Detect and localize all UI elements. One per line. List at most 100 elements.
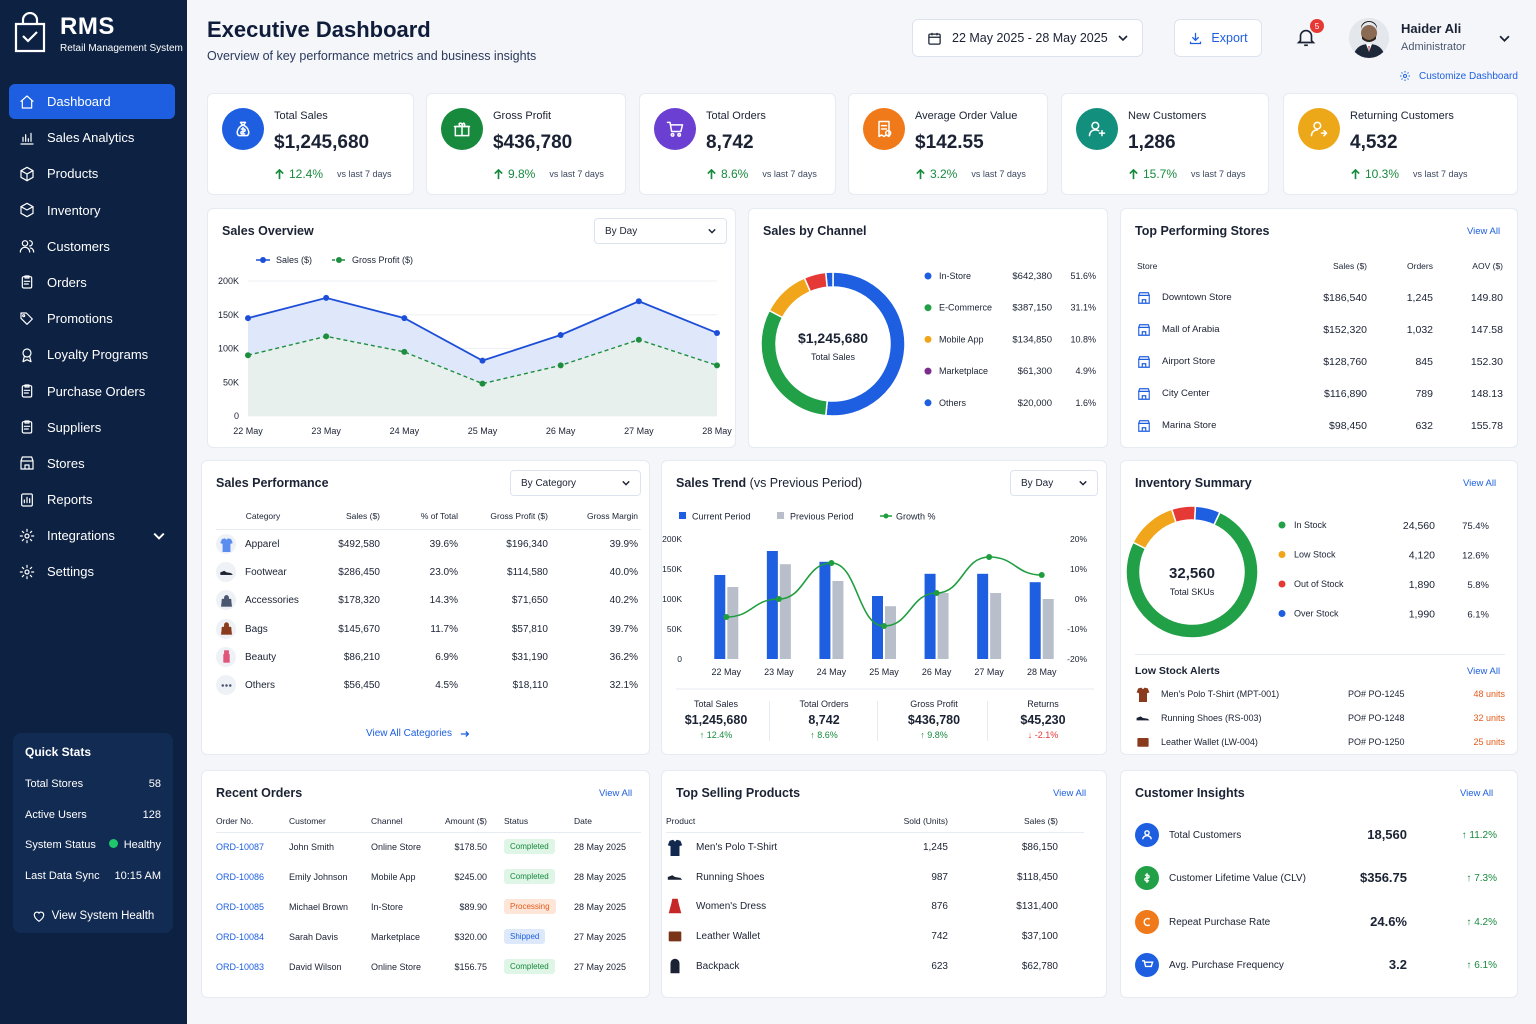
top-stores-view-all-link[interactable]: View All: [1467, 226, 1501, 237]
nav-item-customers[interactable]: Customers: [9, 229, 175, 264]
table-row[interactable]: Bags $145,670 11.7% $57,810 39.7%: [202, 618, 651, 640]
sales-performance-group-select[interactable]: By Category: [510, 470, 641, 496]
sales-trend-period-select[interactable]: By Day: [1010, 470, 1098, 496]
previous-period-bar[interactable]: [937, 593, 949, 659]
kpi-card-gross-profit[interactable]: Gross Profit $436,780 9.8% vs last 7 days: [426, 93, 626, 195]
table-row[interactable]: Mall of Arabia $152,320 1,032 147.58: [1121, 323, 1519, 341]
customer-insight-row[interactable]: Total Customers 18,560 ↑ 11.2%: [1121, 823, 1519, 849]
table-row[interactable]: ORD-10083 David Wilson Online Store $156.75…: [202, 959, 651, 979]
table-row[interactable]: Men's Polo T-Shirt 1,245 $86,150: [662, 839, 1108, 859]
kpi-card-new-customers[interactable]: New Customers 1,286 15.7% vs last 7 days: [1061, 93, 1269, 195]
table-row[interactable]: Accessories $178,320 14.3% $71,650 40.2%: [202, 590, 651, 611]
data-point[interactable]: [323, 333, 330, 340]
data-point[interactable]: [557, 362, 564, 369]
chevron-down-icon[interactable]: [1499, 33, 1510, 44]
order-number-link[interactable]: ORD-10086: [216, 872, 265, 882]
table-row[interactable]: ORD-10084 Sarah Davis Marketplace $320.00 Sh…: [202, 929, 651, 949]
nav-item-loyalty-programs[interactable]: Loyalty Programs: [9, 337, 175, 372]
order-number-link[interactable]: ORD-10083: [216, 962, 265, 972]
notification-bell-icon[interactable]: [1295, 26, 1317, 48]
table-row[interactable]: Running Shoes 987 $118,450: [662, 871, 1108, 889]
customer-insights-view-all-link[interactable]: View All: [1460, 788, 1494, 799]
donut-slice[interactable]: [768, 276, 812, 319]
data-point[interactable]: [635, 298, 642, 305]
donut-slice[interactable]: [1193, 505, 1221, 526]
previous-period-bar[interactable]: [727, 587, 739, 659]
app-logo[interactable]: RMS Retail Management System: [12, 12, 183, 54]
nav-item-reports[interactable]: Reports: [9, 482, 175, 517]
view-all-categories-link[interactable]: View All Categories: [366, 728, 470, 739]
table-row[interactable]: Airport Store $128,760 845 152.30: [1121, 355, 1519, 373]
data-point[interactable]: [635, 336, 642, 343]
customer-insight-row[interactable]: Avg. Purchase Frequency 3.2 ↑ 6.1%: [1121, 952, 1519, 979]
user-avatar[interactable]: [1349, 18, 1389, 58]
nav-item-promotions[interactable]: Promotions: [9, 301, 175, 336]
chevron-down-icon[interactable]: [153, 530, 165, 542]
data-point[interactable]: [245, 315, 251, 322]
data-point[interactable]: [401, 315, 408, 322]
donut-slice[interactable]: [1125, 511, 1259, 639]
current-period-bar[interactable]: [977, 573, 989, 659]
order-number-link[interactable]: ORD-10085: [216, 902, 265, 912]
data-point[interactable]: [323, 294, 330, 301]
table-row[interactable]: ORD-10086 Emily Johnson Mobile App $245.00 C…: [202, 869, 651, 889]
order-number-link[interactable]: ORD-10084: [216, 932, 265, 942]
growth-point[interactable]: [828, 560, 835, 566]
table-row[interactable]: City Center $116,890 789 148.13: [1121, 387, 1519, 405]
view-system-health-button[interactable]: View System Health: [25, 903, 161, 929]
donut-slice[interactable]: [760, 309, 829, 417]
growth-point[interactable]: [881, 623, 887, 629]
recent-orders-view-all-link[interactable]: View All: [599, 788, 633, 799]
previous-period-bar[interactable]: [779, 564, 791, 659]
table-row[interactable]: Marina Store $98,450 632 155.78: [1121, 419, 1519, 437]
data-point[interactable]: [401, 348, 408, 355]
top-products-view-all-link[interactable]: View All: [1053, 788, 1087, 799]
previous-period-bar[interactable]: [885, 606, 896, 659]
nav-item-stores[interactable]: Stores: [9, 446, 175, 481]
growth-point[interactable]: [986, 554, 993, 560]
kpi-card-total-sales[interactable]: Total Sales $1,245,680 12.4% vs last 7 days: [207, 93, 414, 195]
previous-period-bar[interactable]: [1042, 599, 1054, 659]
data-point[interactable]: [245, 352, 251, 359]
low-stock-alert-row[interactable]: Leather Wallet (LW-004) PO# PO-1250 25 uni…: [1121, 737, 1519, 753]
kpi-card-returning-customers[interactable]: Returning Customers 4,532 10.3% vs last 7 d…: [1283, 93, 1518, 195]
low-stock-view-all-link[interactable]: View All: [1467, 666, 1501, 677]
nav-item-suppliers[interactable]: Suppliers: [9, 410, 175, 445]
data-point[interactable]: [714, 362, 720, 369]
data-point[interactable]: [557, 332, 564, 338]
table-row[interactable]: Apparel $492,580 39.6% $196,340 39.9%: [202, 534, 651, 555]
export-button[interactable]: Export: [1174, 19, 1262, 57]
nav-item-sales-analytics[interactable]: Sales Analytics: [9, 120, 175, 155]
growth-point[interactable]: [1038, 572, 1045, 578]
data-point[interactable]: [479, 357, 486, 364]
table-row[interactable]: Backpack 623 $62,780: [662, 958, 1108, 978]
nav-item-orders[interactable]: Orders: [9, 265, 175, 300]
table-row[interactable]: Women's Dress 876 $131,400: [662, 899, 1108, 918]
donut-slice[interactable]: [824, 271, 834, 289]
date-range-picker[interactable]: 22 May 2025 - 28 May 2025: [912, 19, 1143, 57]
donut-slice[interactable]: [1170, 505, 1197, 524]
table-row[interactable]: ORD-10085 Michael Brown In-Store $89.90 Proc…: [202, 899, 651, 919]
customer-insight-row[interactable]: Customer Lifetime Value (CLV) $356.75 ↑ 7.…: [1121, 866, 1519, 892]
growth-point[interactable]: [775, 596, 782, 602]
current-period-bar[interactable]: [1029, 582, 1041, 659]
donut-slice[interactable]: [1132, 508, 1177, 550]
table-row[interactable]: Others $56,450 4.5% $18,110 32.1%: [202, 675, 651, 696]
previous-period-bar[interactable]: [832, 581, 844, 659]
current-period-bar[interactable]: [714, 575, 726, 659]
nav-item-products[interactable]: Products: [9, 156, 175, 191]
table-row[interactable]: Downtown Store $186,540 1,245 149.80: [1121, 291, 1519, 309]
growth-point[interactable]: [933, 590, 940, 596]
current-period-bar[interactable]: [924, 573, 936, 659]
order-number-link[interactable]: ORD-10087: [216, 842, 265, 852]
low-stock-alert-row[interactable]: Running Shoes (RS-003) PO# PO-1248 32 unit…: [1121, 713, 1519, 729]
table-row[interactable]: Beauty $86,210 6.9% $31,190 36.2%: [202, 646, 651, 668]
current-period-bar[interactable]: [766, 551, 778, 659]
table-row[interactable]: ORD-10087 John Smith Online Store $178.50 Co…: [202, 839, 651, 859]
current-period-bar[interactable]: [872, 596, 883, 659]
kpi-card-average-order-value[interactable]: Average Order Value $142.55 3.2% vs last 7 …: [848, 93, 1048, 195]
previous-period-bar[interactable]: [990, 593, 1002, 659]
low-stock-alert-row[interactable]: Men's Polo T-Shirt (MPT-001) PO# PO-1245 4…: [1121, 687, 1519, 705]
current-period-bar[interactable]: [819, 561, 831, 659]
data-point[interactable]: [714, 329, 720, 336]
